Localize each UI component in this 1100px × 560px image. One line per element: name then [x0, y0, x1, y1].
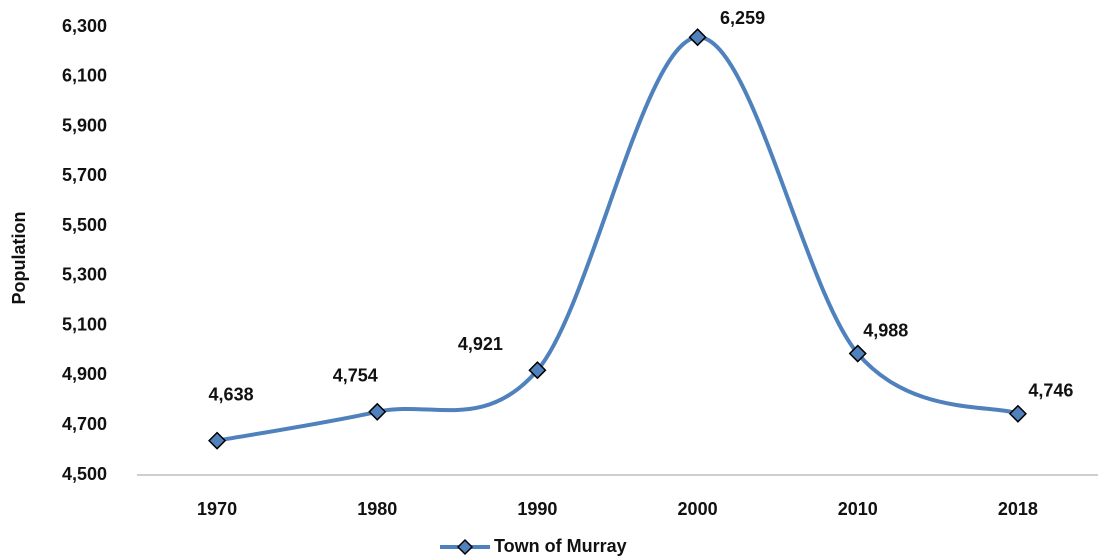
x-tick-label: 1970 [197, 499, 237, 519]
legend-label: Town of Murray [494, 536, 627, 556]
y-tick-label: 5,900 [62, 115, 107, 135]
marker [848, 344, 867, 363]
marker [208, 431, 227, 450]
y-tick-label: 4,900 [62, 364, 107, 384]
marker [368, 402, 387, 421]
x-tick-label: 1980 [357, 499, 397, 519]
y-tick-label: 5,500 [62, 215, 107, 235]
data-label: 4,754 [333, 366, 378, 386]
legend-marker [456, 538, 474, 556]
data-label: 4,746 [1028, 381, 1073, 401]
y-tick-label: 5,700 [62, 165, 107, 185]
y-tick-label: 6,100 [62, 66, 107, 86]
y-axis-label: Population [9, 212, 29, 305]
x-tick-label: 2018 [998, 499, 1038, 519]
data-label: 4,638 [209, 384, 254, 404]
x-tick-label: 1990 [517, 499, 557, 519]
x-tick-label: 2000 [678, 499, 718, 519]
y-tick-label: 6,300 [62, 16, 107, 36]
marker [528, 361, 547, 380]
y-tick-label: 5,300 [62, 265, 107, 285]
marker [688, 28, 707, 47]
y-tick-label: 5,100 [62, 314, 107, 334]
x-tick-label: 2010 [838, 499, 878, 519]
data-label: 6,259 [720, 8, 765, 28]
y-tick-label: 4,700 [62, 414, 107, 434]
marker [1008, 404, 1027, 423]
data-label: 4,921 [458, 334, 503, 354]
data-label: 4,988 [863, 320, 908, 340]
y-tick-label: 4,500 [62, 464, 107, 484]
